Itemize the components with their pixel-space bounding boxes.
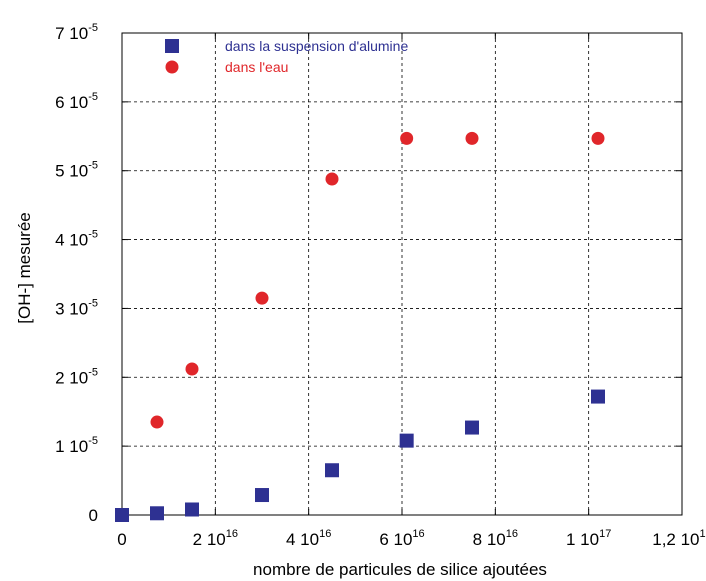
point-alumine [150,506,164,521]
point-eau [150,415,164,429]
x-tick-label: 8 1016 [473,528,518,549]
point-eau [255,291,269,305]
point-eau [400,131,414,145]
y-tick-label: 3 10-5 [55,297,98,318]
y-axis-tick-labels: 0 1 10-5 2 10-5 3 10-5 4 10-5 5 10-5 6 10-5 7 1… [55,22,98,525]
point-alumine [591,389,605,404]
point-alumine [255,488,269,503]
legend-entry-label: dans l'eau [225,59,288,75]
y-tick-label: 1 10-5 [55,435,98,456]
point-alumine [185,502,199,517]
point-alumine [115,508,129,522]
y-tick-label: 7 10-5 [55,22,98,43]
point-eau [185,362,199,376]
y-tick-label: 0 [89,506,98,525]
data-points [115,131,605,522]
point-alumine [399,433,414,448]
x-tick-label: 1 1017 [566,528,611,549]
y-tick-label: 5 10-5 [55,160,98,181]
y-tick-label: 6 10-5 [55,91,98,112]
legend-circle-marker [165,60,179,74]
point-alumine [465,420,479,435]
point-eau [465,131,479,145]
point-eau [591,131,605,145]
x-tick-label: 4 1016 [286,528,331,549]
x-tick-label: 6 1016 [379,528,424,549]
x-tick-label: 1,2 1017 [652,528,706,549]
y-tick-label: 2 10-5 [55,366,98,387]
legend-square-marker [165,39,179,53]
legend: dans la suspension d'alumine dans l'eau [165,38,408,75]
x-axis-tick-labels: 0 2 1016 4 1016 6 1016 8 1016 1 1017 1,2 1017 [117,528,706,549]
x-tick-label: 0 [117,530,126,549]
point-eau [325,172,339,186]
legend-entry-label: dans la suspension d'alumine [225,38,408,54]
y-tick-label: 4 10-5 [55,229,98,250]
y-axis-label: [OH-] mesurée [15,212,34,323]
grid-lines [122,33,682,515]
x-axis-label: nombre de particules de silice ajoutées [253,560,547,579]
x-tick-label: 2 1016 [193,528,238,549]
point-alumine [325,463,339,478]
